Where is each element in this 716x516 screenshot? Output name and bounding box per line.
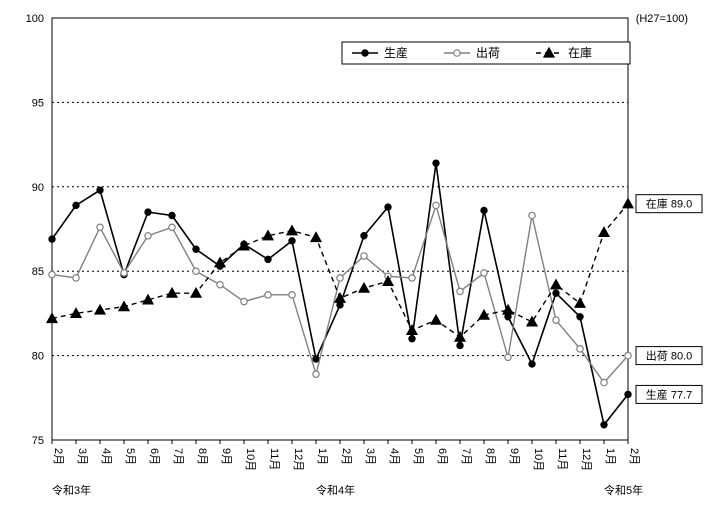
x-tick-label: 11月 <box>268 448 280 470</box>
legend-label-seisan: 生産 <box>384 45 408 60</box>
x-tick-label: 6月 <box>148 448 160 465</box>
era-label: 令和4年 <box>316 483 355 497</box>
era-label: 令和3年 <box>52 483 91 497</box>
x-tick-label: 8月 <box>196 448 208 465</box>
legend-label-zaiko: 在庫 <box>568 46 592 60</box>
line-chart: 75 80 85 90 95 100 2月 3月 4月 5月 6月 7月 8月 9月 10月 11月 12月 1月… <box>0 0 716 516</box>
x-tick-label: 10月 <box>244 448 256 471</box>
end-label-seisan: 生産 77.7 <box>636 385 702 403</box>
era-label: 令和5年 <box>604 483 643 497</box>
x-tick-label: 2月 <box>52 448 64 465</box>
svg-text:在庫 89.0: 在庫 89.0 <box>646 197 692 211</box>
x-tick-label: 5月 <box>124 448 136 465</box>
y-tick-label: 75 <box>32 435 44 447</box>
y-tick-label: 80 <box>32 351 44 363</box>
x-tick-label: 3月 <box>364 448 376 465</box>
y-tick-label: 90 <box>32 182 44 194</box>
x-tick-label: 11月 <box>556 448 568 470</box>
x-tick-label: 3月 <box>76 448 88 465</box>
chart-note: (H27=100) <box>636 13 688 25</box>
x-tick-label: 2月 <box>628 448 640 465</box>
x-tick-label: 7月 <box>172 448 184 465</box>
x-tick-label: 12月 <box>580 448 592 471</box>
y-tick-label: 85 <box>32 266 44 278</box>
svg-text:出荷 80.0: 出荷 80.0 <box>646 349 692 363</box>
x-tick-label: 8月 <box>484 448 496 465</box>
x-tick-label: 2月 <box>340 448 352 465</box>
x-tick-label: 1月 <box>604 448 616 465</box>
x-tick-label: 10月 <box>532 448 544 471</box>
x-tick-label: 9月 <box>508 448 520 465</box>
y-tick-label: 100 <box>26 13 44 25</box>
chart-container: 75 80 85 90 95 100 2月 3月 4月 5月 6月 7月 8月 9月 10月 11月 12月 1月… <box>0 0 716 516</box>
x-tick-label: 5月 <box>412 448 424 465</box>
x-tick-label: 4月 <box>100 448 112 465</box>
y-tick-label: 95 <box>32 97 44 109</box>
x-tick-label: 1月 <box>316 448 328 465</box>
svg-text:生産 77.7: 生産 77.7 <box>646 387 692 401</box>
end-label-shukka: 出荷 80.0 <box>636 347 702 365</box>
x-tick-label: 4月 <box>388 448 400 465</box>
end-label-zaiko: 在庫 89.0 <box>636 195 702 213</box>
x-tick-label: 7月 <box>460 448 472 465</box>
legend: 生産 出荷 在庫 <box>342 42 630 64</box>
legend-label-shukka: 出荷 <box>476 46 500 60</box>
x-tick-label: 12月 <box>292 448 304 471</box>
x-tick-label: 6月 <box>436 448 448 465</box>
x-tick-label: 9月 <box>220 448 232 465</box>
